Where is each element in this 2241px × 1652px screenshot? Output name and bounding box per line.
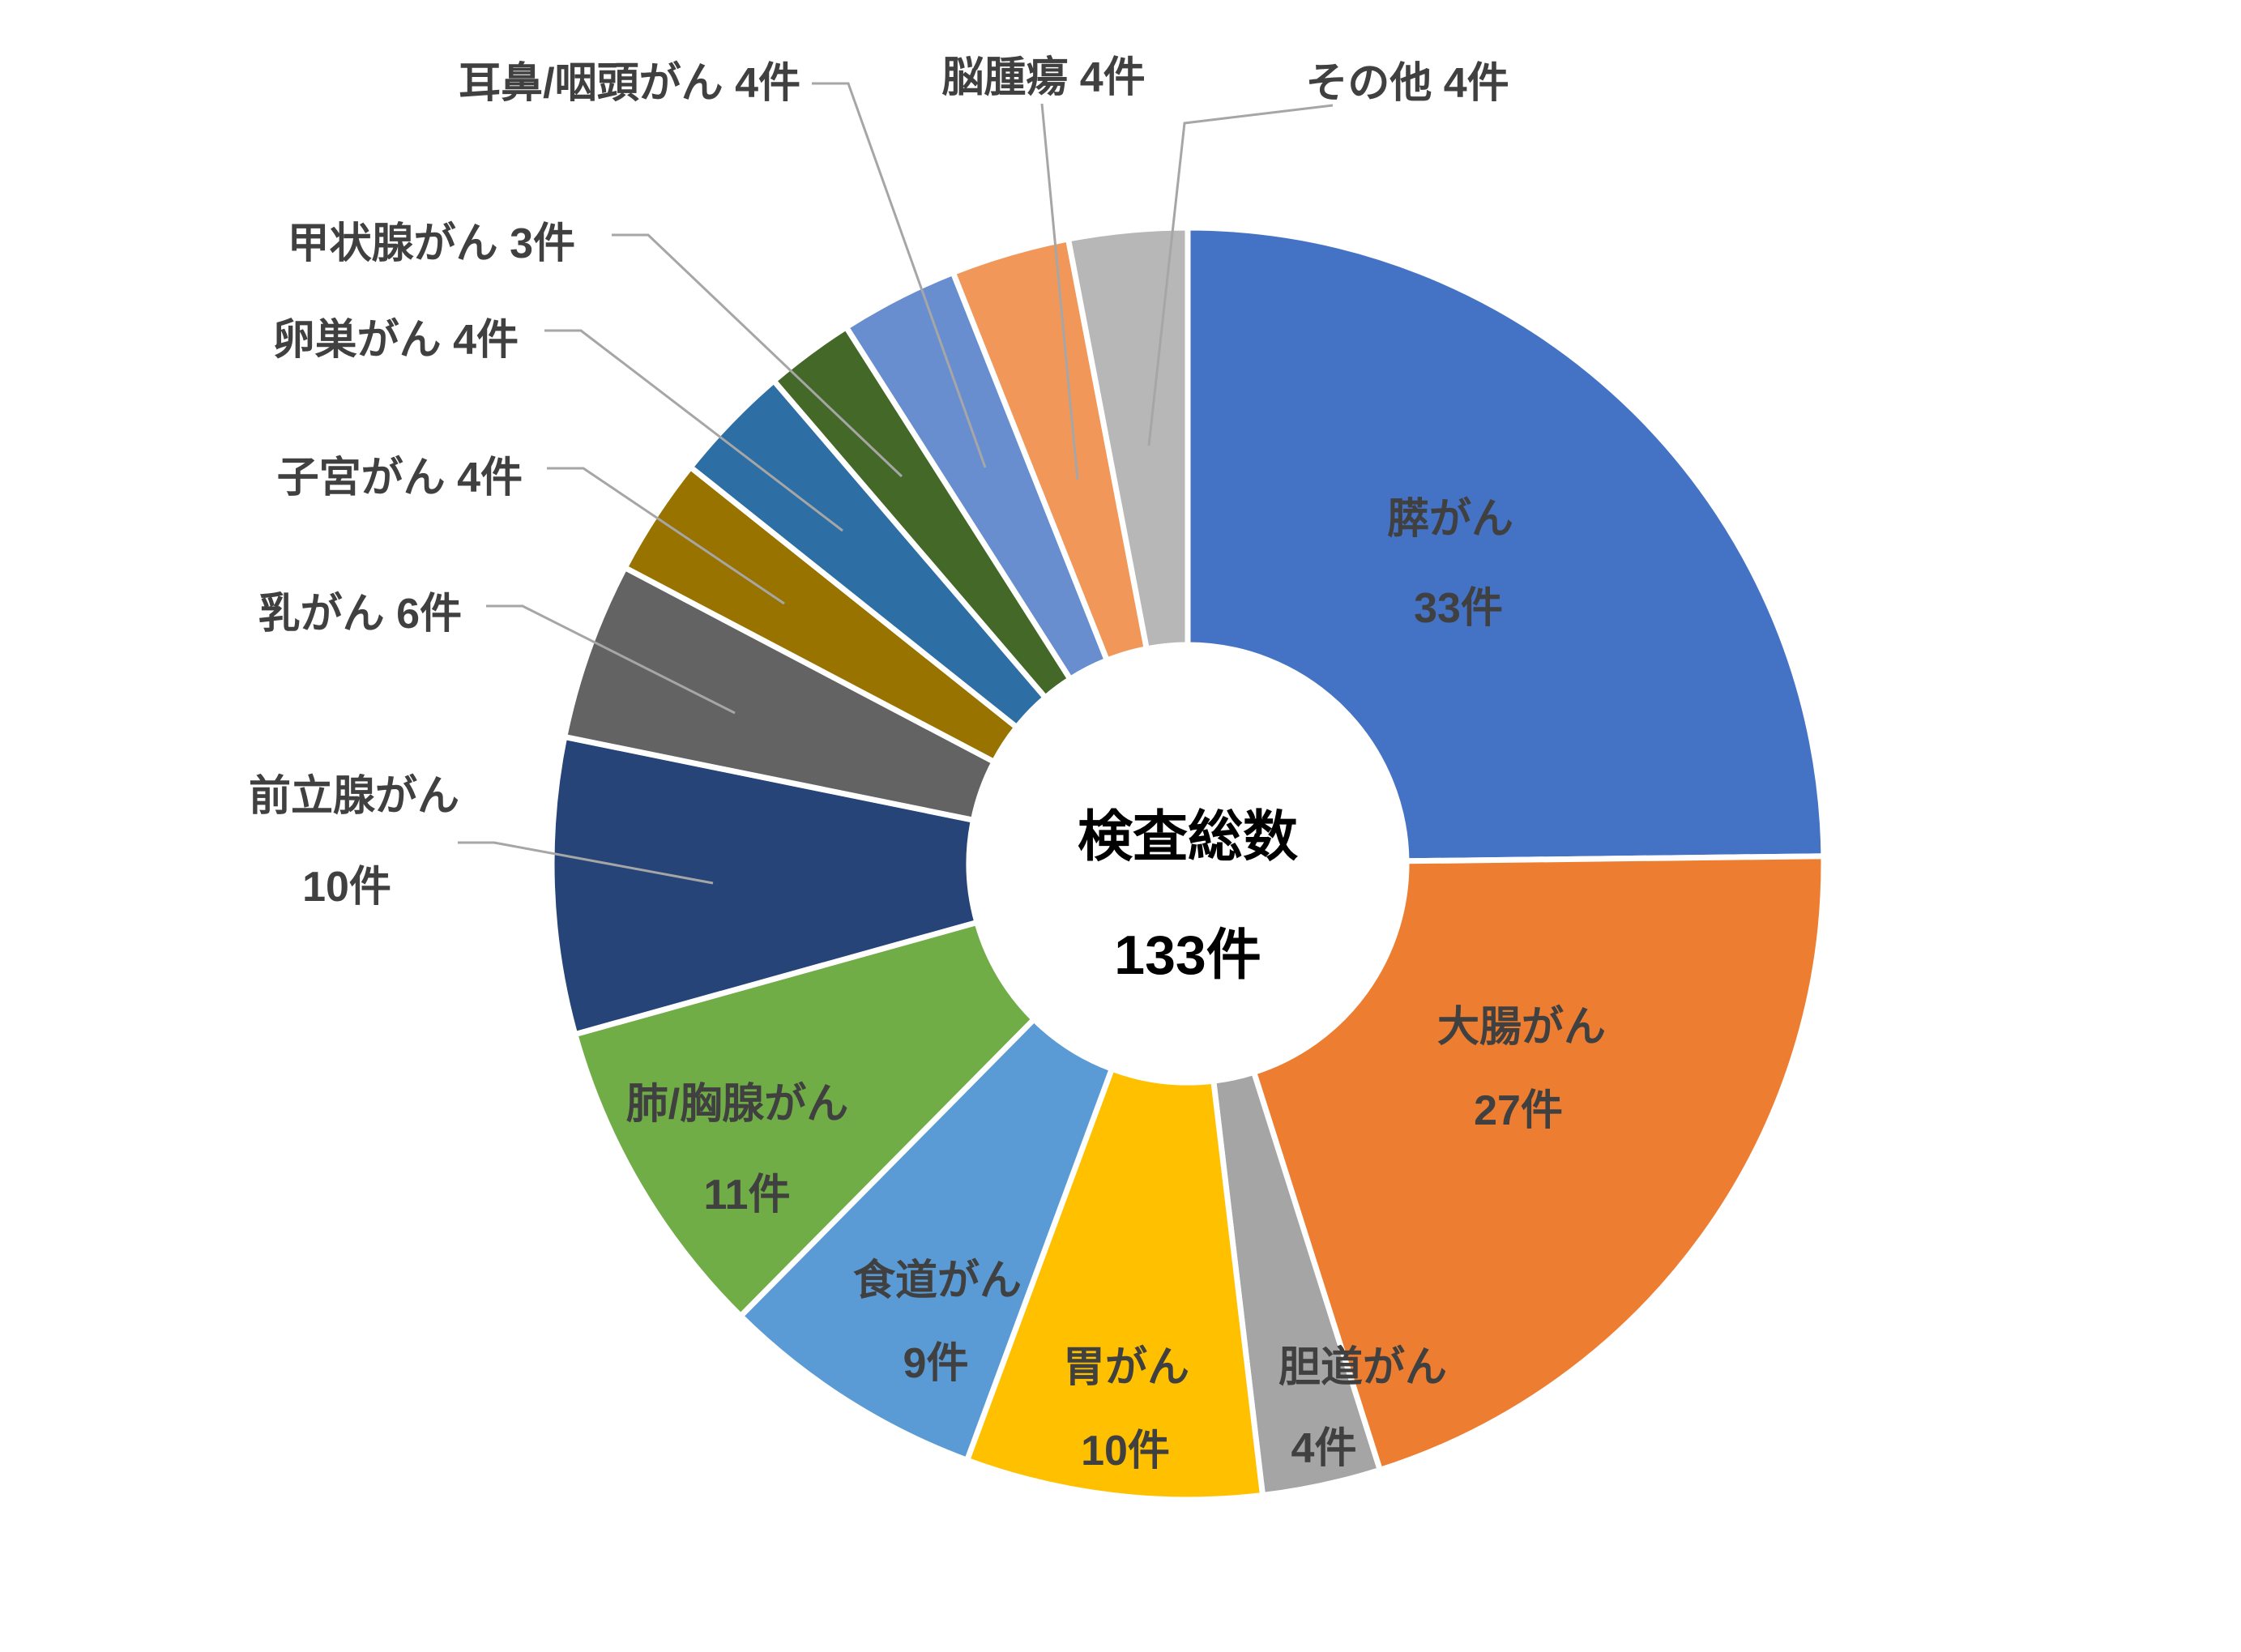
- slice-pancreatic: [1185, 224, 1827, 864]
- leader-line-prostate: [458, 841, 714, 885]
- slice-value-esophageal: 9件: [903, 1340, 969, 1387]
- slice-value-prostate: 10件: [302, 864, 391, 911]
- slice-label-brain: 脳腫瘍 4件: [941, 54, 1145, 101]
- slice-stomach: [963, 1065, 1266, 1503]
- slice-value-colorectal: 27件: [1474, 1087, 1563, 1134]
- slice-label-colorectal: 大腸がん: [1437, 1004, 1606, 1051]
- slice-esophageal: [736, 1015, 1116, 1464]
- slice-value-biliary: 4件: [1291, 1425, 1357, 1472]
- slice-label-ent: 耳鼻/咽頭がん 4件: [459, 60, 800, 107]
- slice-prostate: [549, 733, 981, 1038]
- slice-label-breast: 乳がん 6件: [258, 591, 462, 638]
- slice-colorectal: [1250, 853, 1827, 1474]
- center-label-line1: 検査総数: [1078, 806, 1298, 868]
- leader-line-ent: [812, 82, 987, 468]
- slice-label-prostate: 前立腺がん: [249, 773, 459, 820]
- slice-label-other: その他 4件: [1305, 60, 1509, 107]
- slice-label-thyroid: 甲状腺がん 3件: [288, 220, 575, 267]
- slice-other: [1065, 224, 1191, 652]
- leader-line-uterine: [547, 467, 785, 605]
- leader-line-ovarian: [544, 329, 843, 532]
- slice-label-stomach: 胃がん: [1063, 1344, 1189, 1391]
- center-label-line2: 133件: [1114, 924, 1261, 986]
- slice-value-pancreatic: 33件: [1414, 585, 1503, 632]
- slice-value-lung-thymus: 11件: [704, 1172, 791, 1219]
- leader-line-other: [1147, 104, 1334, 446]
- leader-line-thyroid: [612, 233, 903, 478]
- leader-line-breast: [486, 604, 736, 715]
- leader-line-brain: [1040, 103, 1079, 480]
- slice-lung-thymus: [571, 919, 1039, 1321]
- slice-value-stomach: 10件: [1081, 1428, 1170, 1475]
- slice-label-pancreatic: 膵がん: [1387, 496, 1513, 543]
- slice-label-uterine: 子宮がん 4件: [277, 455, 523, 502]
- slice-label-ovarian: 卵巣がん 4件: [273, 317, 519, 364]
- slice-label-esophageal: 食道がん: [853, 1257, 1022, 1304]
- slice-label-biliary: 胆道がん: [1278, 1344, 1447, 1391]
- slice-label-lung-thymus: 肺/胸腺がん: [626, 1081, 848, 1128]
